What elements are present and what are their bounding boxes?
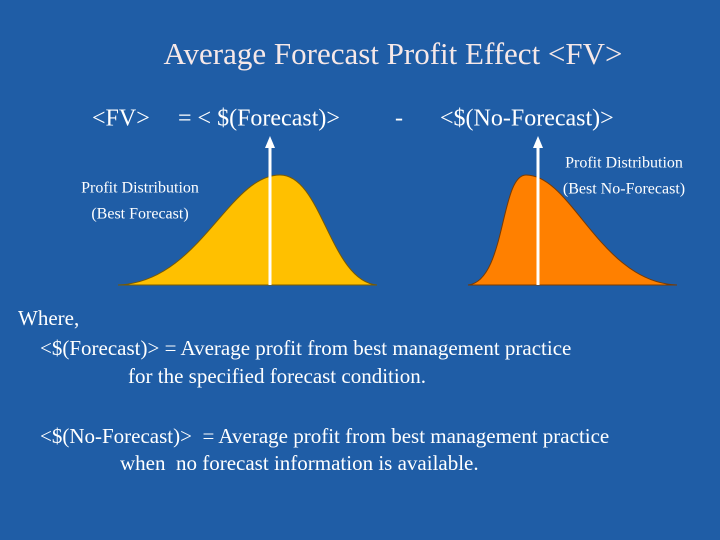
definition-line: <$(Forecast)> = Average profit from best…: [40, 336, 571, 360]
equation-no-forecast: <$(No-Forecast)>: [440, 106, 614, 132]
forecast-distribution: [117, 174, 378, 286]
definitions-intro: Where,: [18, 306, 79, 330]
equation-forecast: = < $(Forecast)>: [178, 106, 340, 132]
arrowhead: [533, 136, 543, 148]
equation-lhs: <FV>: [92, 106, 150, 132]
curve-label: Profit Distribution: [81, 180, 199, 197]
slide-title: Average Forecast Profit Effect <FV>: [163, 36, 622, 71]
definition-line: when no forecast information is availabl…: [120, 451, 479, 475]
definition-line: <$(No-Forecast)> = Average profit from b…: [40, 424, 609, 448]
no-forecast-distribution: [467, 174, 678, 286]
definition-line: for the specified forecast condition.: [128, 364, 426, 388]
curve-label: (Best Forecast): [91, 206, 188, 223]
curve-label: (Best No-Forecast): [563, 181, 685, 198]
equation-minus: -: [395, 106, 403, 132]
curve-label: Profit Distribution: [565, 155, 683, 172]
arrowhead: [265, 136, 275, 148]
